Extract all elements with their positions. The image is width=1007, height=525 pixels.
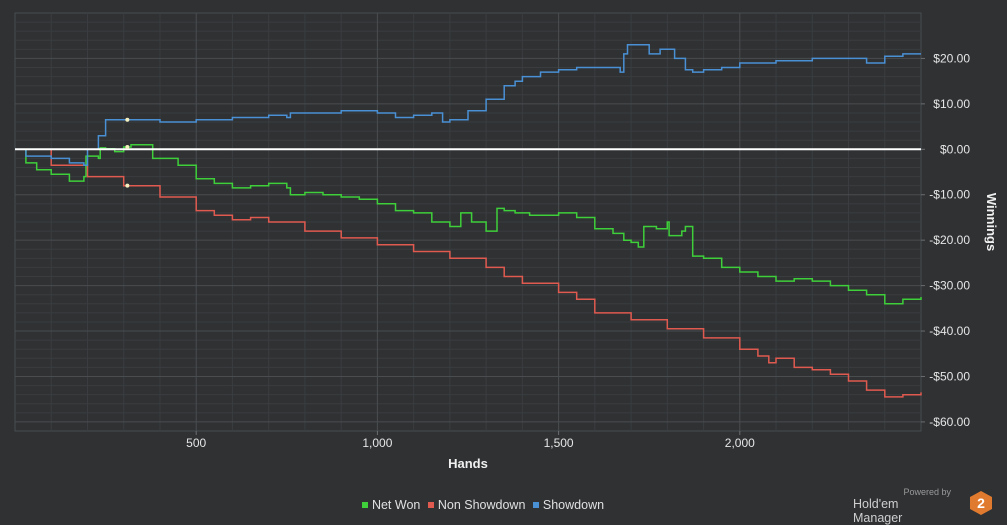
legend-item-net-won[interactable]: Net Won [361, 498, 421, 512]
y-axis-label: Winnings [984, 193, 999, 251]
logo-number: 2 [977, 495, 985, 511]
product-name: Hold'em Manager [853, 497, 903, 525]
y-tick-label: -$60.00 [929, 415, 970, 429]
y-tick-label: $10.00 [933, 97, 970, 111]
legend-label-showdown: Showdown [542, 498, 605, 512]
series-line-non-showdown[interactable] [15, 148, 922, 398]
y-tick-label: -$40.00 [929, 324, 970, 338]
legend-label-non-showdown: Non Showdown [437, 498, 526, 512]
legend-item-non-showdown[interactable]: Non Showdown [427, 498, 526, 512]
y-tick-label: -$30.00 [929, 279, 970, 293]
series-marker-net-won [125, 145, 130, 150]
legend-item-showdown[interactable]: Showdown [532, 498, 605, 512]
y-tick-label: -$10.00 [929, 188, 970, 202]
x-tick-label: 500 [186, 436, 206, 450]
y-tick-label: $0.00 [940, 142, 970, 156]
chart-legend: Net Won Non Showdown Showdown [0, 498, 966, 512]
y-tick-label: -$50.00 [929, 369, 970, 383]
powered-by-text: Powered by [903, 487, 951, 497]
legend-swatch-showdown [532, 501, 539, 508]
chart-svg: 500 1,000 1,500 2,000 $20.00 $10.00 $0.00 -$10… [14, 12, 999, 471]
legend-swatch-non-showdown [427, 501, 434, 508]
series-marker-showdown [125, 117, 130, 122]
series-marker-non-showdown [125, 183, 130, 188]
y-tick-label: $20.00 [933, 51, 970, 65]
x-tick-label: 1,000 [362, 436, 392, 450]
x-axis-label: Hands [448, 456, 488, 471]
legend-swatch-net-won [361, 501, 368, 508]
legend-label-net-won: Net Won [371, 498, 421, 512]
hem2-logo-icon: 2 [970, 491, 992, 515]
x-tick-label: 1,500 [544, 436, 574, 450]
branding: Powered by Hold'em Manager 2 [853, 487, 993, 525]
x-tick-label: 2,000 [725, 436, 755, 450]
y-tick-label: -$20.00 [929, 233, 970, 247]
series-line-showdown[interactable] [15, 44, 921, 166]
